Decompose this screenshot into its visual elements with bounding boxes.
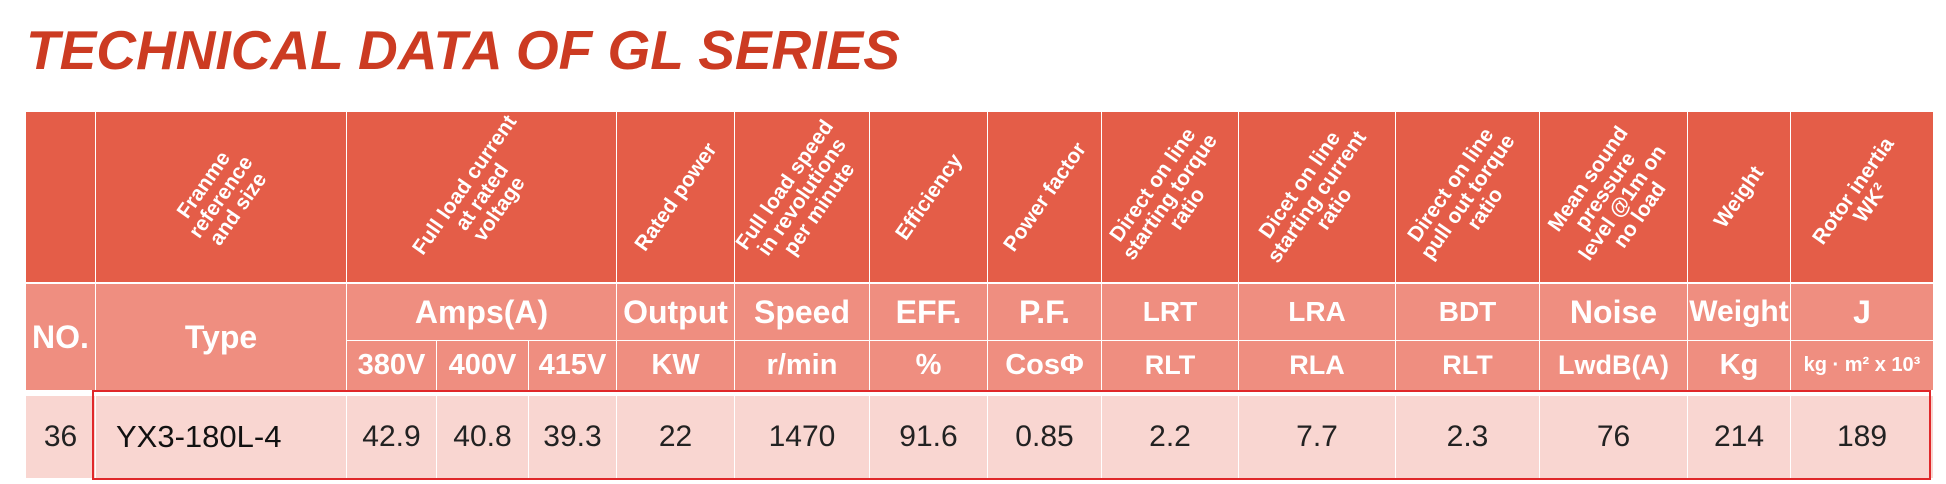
header-bdt-rotated-text: Direct on line pull out torque ratio	[1402, 123, 1520, 264]
header-weight-rotated: Weight	[1688, 112, 1791, 282]
cell-type: YX3-180L-4	[96, 390, 347, 478]
header-amps-rotated-text: Full load current at rated voltage	[407, 112, 530, 259]
header-lrt-rotated-text: Direct on line starting torque ratio	[1105, 123, 1222, 265]
cell-amps-415: 39.3	[529, 390, 617, 478]
header-amps: Amps(A)	[347, 282, 617, 340]
header-no: NO.	[26, 282, 96, 390]
header-j-rotated: Rotor inertia WK²	[1791, 112, 1934, 282]
cell-amps-380: 42.9	[347, 390, 437, 478]
header-eff: EFF.	[870, 282, 988, 340]
header-lrt-rotated: Direct on line starting torque ratio	[1102, 112, 1239, 282]
unit-pf: CosΦ	[988, 340, 1102, 390]
header-amps-rotated: Full load current at rated voltage	[347, 112, 617, 282]
cell-j: 189	[1791, 390, 1934, 478]
header-pf-rotated: Power factor	[988, 112, 1102, 282]
unit-j: kg · m² x 10³	[1791, 340, 1934, 390]
header-speed-rotated: Full load speed in revolutions per minut…	[735, 112, 870, 282]
technical-data-table: Franme reference and size Full load curr…	[26, 112, 1934, 478]
header-noise: Noise	[1540, 282, 1688, 340]
unit-eff: %	[870, 340, 988, 390]
header-j-rotated-text: Rotor inertia WK²	[1808, 133, 1899, 249]
cell-speed: 1470	[735, 390, 870, 478]
header-pf: P.F.	[988, 282, 1102, 340]
header-speed-rotated-text: Full load speed in revolutions per minut…	[735, 115, 860, 260]
header-speed: Speed	[735, 282, 870, 340]
header-eff-rotated-text: Efficiency	[890, 149, 967, 245]
unit-400v: 400V	[437, 340, 529, 390]
cell-noise: 76	[1540, 390, 1688, 478]
header-type-rotated: Franme reference and size	[96, 112, 347, 282]
unit-output: KW	[617, 340, 735, 390]
header-output-rotated-text: Rated power	[629, 138, 722, 256]
page-title: TECHNICAL DATA OF GL SERIES	[26, 19, 900, 81]
cell-pf: 0.85	[988, 390, 1102, 478]
header-type-rotated-text: Franme reference and size	[172, 147, 272, 250]
header-j: J	[1791, 282, 1934, 340]
cell-lra: 7.7	[1239, 390, 1396, 478]
header-lra-rotated-text: Dicet on line starting current ratio	[1254, 126, 1371, 268]
unit-380v: 380V	[347, 340, 437, 390]
header-output: Output	[617, 282, 735, 340]
unit-415v: 415V	[529, 340, 617, 390]
cell-weight: 214	[1688, 390, 1791, 478]
row-highlight-box	[92, 390, 1931, 480]
unit-bdt: RLT	[1396, 340, 1540, 390]
header-pf-rotated-text: Power factor	[998, 138, 1091, 256]
header-noise-rotated: Mean sound pressure level @1m on no load	[1540, 112, 1688, 282]
unit-speed: r/min	[735, 340, 870, 390]
cell-bdt: 2.3	[1396, 390, 1540, 478]
header-noise-rotated-text: Mean sound pressure level @1m on no load	[1543, 122, 1671, 265]
header-no-blank	[26, 112, 96, 282]
header-lra-rotated: Dicet on line starting current ratio	[1239, 112, 1396, 282]
header-eff-rotated: Efficiency	[870, 112, 988, 282]
cell-output: 22	[617, 390, 735, 478]
cell-no: 36	[26, 390, 96, 478]
unit-lrt: RLT	[1102, 340, 1239, 390]
header-weight: Weight	[1688, 282, 1791, 340]
header-lra: LRA	[1239, 282, 1396, 340]
header-weight-rotated-text: Weight	[1709, 161, 1769, 233]
unit-noise: LwdB(A)	[1540, 340, 1688, 390]
unit-lra: RLA	[1239, 340, 1396, 390]
header-output-rotated: Rated power	[617, 112, 735, 282]
cell-lrt: 2.2	[1102, 390, 1239, 478]
header-lrt: LRT	[1102, 282, 1239, 340]
cell-amps-400: 40.8	[437, 390, 529, 478]
unit-weight: Kg	[1688, 340, 1791, 390]
cell-eff: 91.6	[870, 390, 988, 478]
header-bdt-rotated: Direct on line pull out torque ratio	[1396, 112, 1540, 282]
header-bdt: BDT	[1396, 282, 1540, 340]
header-type: Type	[96, 282, 347, 390]
